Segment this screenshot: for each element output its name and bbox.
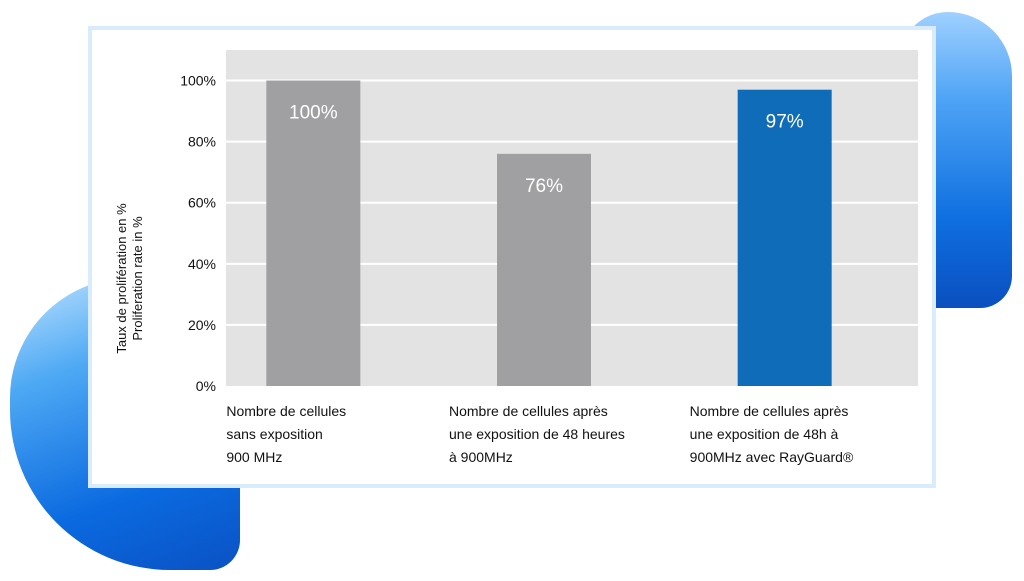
y-tick-label: 40% [188,256,216,272]
bar-chart: 0% 20% 40% 60% 80% 100% 100% 76% 97% Nombre de … [114,50,918,465]
x-axis-categories: Nombre de cellules sans exposition 900 MHz… [226,403,854,465]
category-label: Nombre de cellules après une exposition d… [449,403,625,465]
y-tick-label: 20% [188,317,216,333]
category-label: Nombre de cellules après une exposition d… [690,403,854,465]
bar [497,153,591,386]
bar-value-label: 76% [525,176,563,197]
y-axis-label-fr: Taux de prolifération en % [114,203,129,354]
bar-value-label: 97% [766,112,804,133]
y-tick-label: 60% [188,195,216,211]
bar [266,80,361,386]
y-axis-label-en: Proliferation rate in % [130,216,145,341]
category-label: Nombre de cellules sans exposition 900 MHz [226,403,346,465]
bar-value-label: 100% [289,103,338,124]
y-tick-label: 80% [188,134,216,150]
bar [737,89,832,386]
bars: 100% 76% 97% [266,80,832,386]
y-axis-ticks: 0% 20% 40% 60% 80% 100% [180,73,216,394]
chart-card: 0% 20% 40% 60% 80% 100% 100% 76% 97% Nombre de … [92,30,932,484]
y-tick-label: 100% [180,73,216,89]
y-tick-label: 0% [196,378,216,394]
